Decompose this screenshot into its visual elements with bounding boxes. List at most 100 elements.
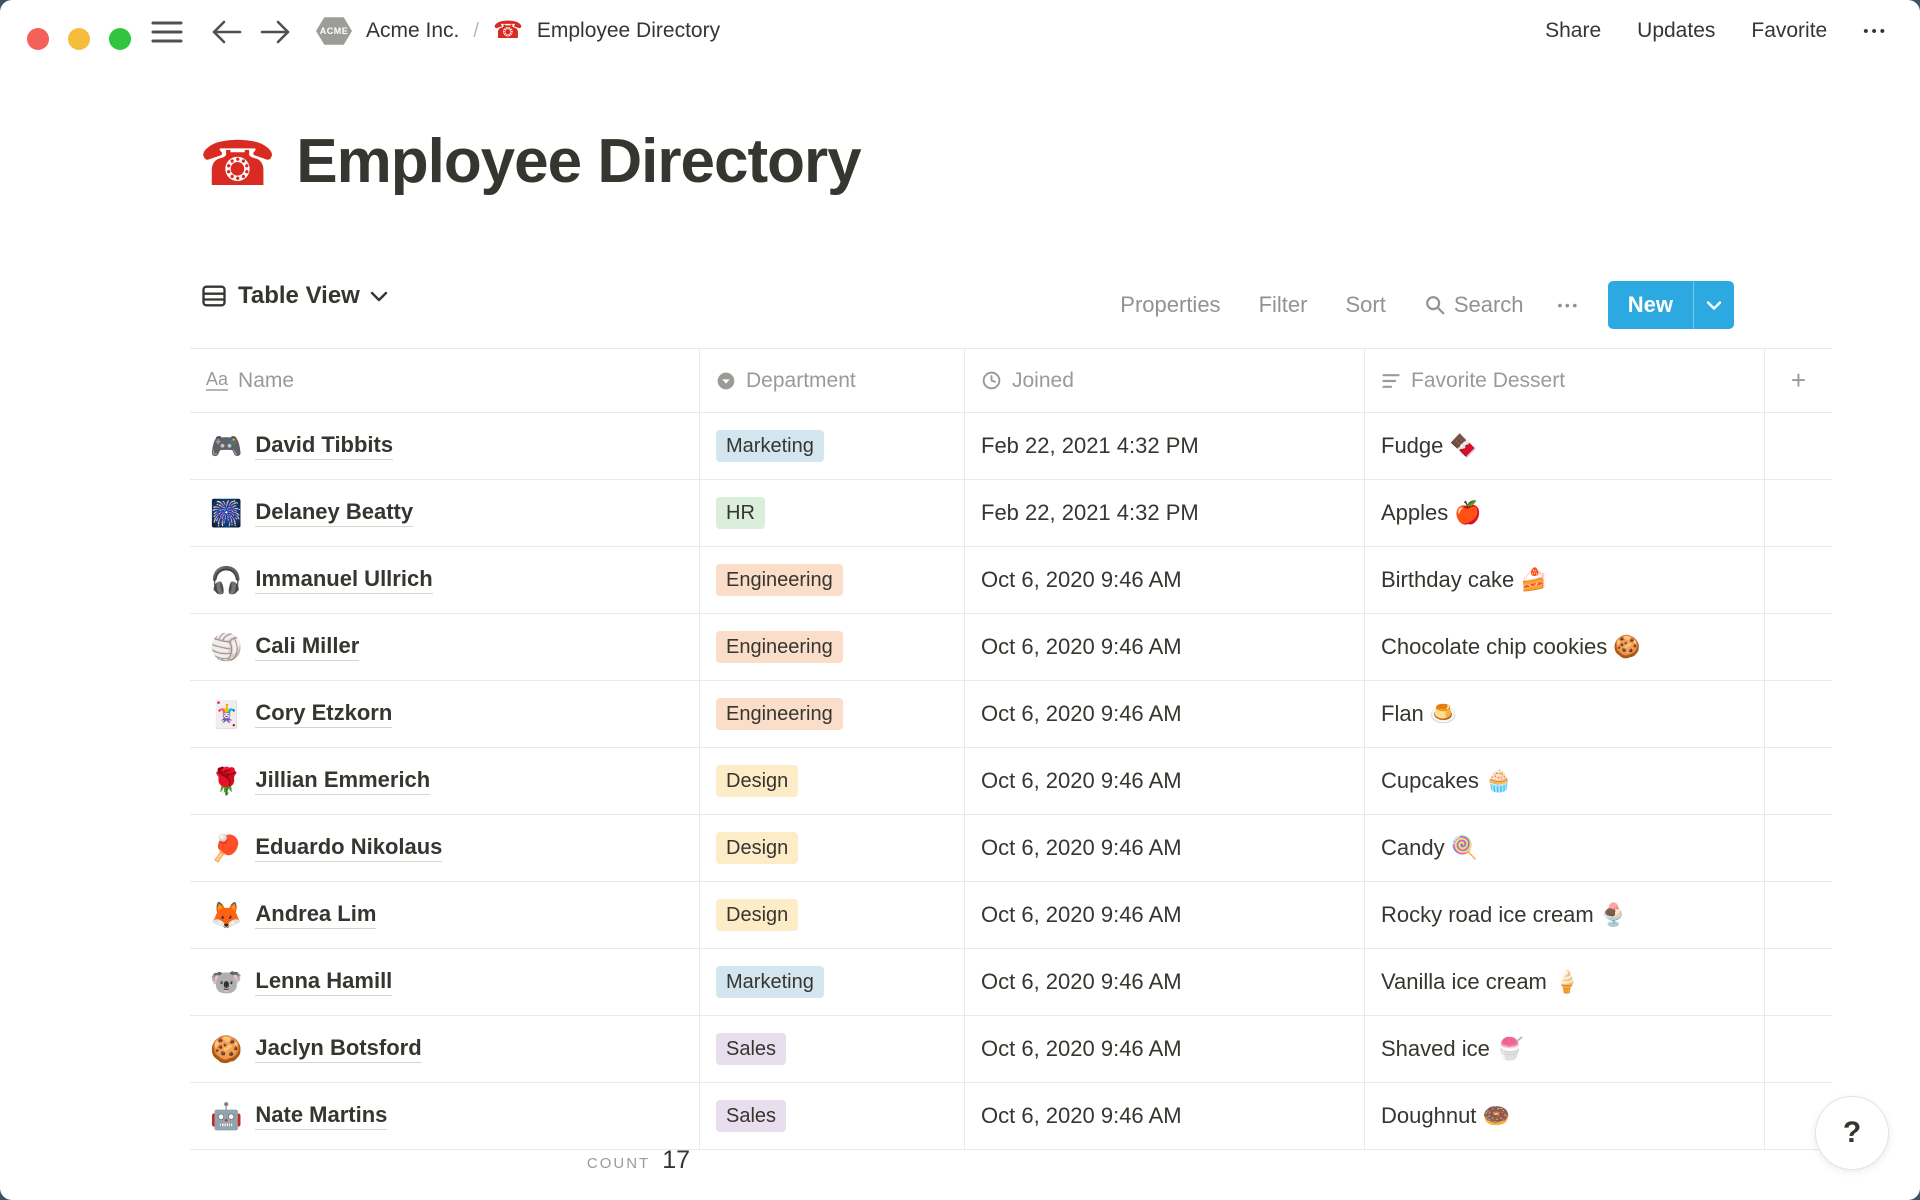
department-cell[interactable]: Marketing <box>700 413 965 479</box>
dessert-value: Chocolate chip cookies 🍪 <box>1381 634 1641 659</box>
row-name-link[interactable]: Eduardo Nikolaus <box>255 834 443 862</box>
new-button[interactable]: New <box>1627 292 1673 317</box>
department-cell[interactable]: Design <box>700 882 965 948</box>
joined-value: Oct 6, 2020 9:46 AM <box>981 567 1182 592</box>
row-name-link[interactable]: Jillian Emmerich <box>255 767 431 795</box>
row-spacer-cell <box>1765 413 1832 479</box>
filter-button[interactable]: Filter <box>1258 292 1308 317</box>
back-arrow-icon[interactable] <box>210 17 244 47</box>
topbar-actions: Share Updates Favorite ••• <box>1545 0 1888 62</box>
name-cell[interactable]: 🐨 Lenna Hamill <box>190 949 700 1015</box>
help-button[interactable]: ? <box>1815 1096 1889 1170</box>
dessert-cell[interactable]: Shaved ice 🍧 <box>1365 1016 1765 1082</box>
close-window-button[interactable] <box>27 28 49 50</box>
new-dropdown-chevron-icon[interactable] <box>1693 281 1734 329</box>
department-cell[interactable]: Engineering <box>700 681 965 747</box>
department-cell[interactable]: Sales <box>700 1016 965 1082</box>
column-header-department[interactable]: Department <box>700 349 965 412</box>
department-tag: Marketing <box>716 430 824 462</box>
department-cell[interactable]: HR <box>700 480 965 546</box>
department-cell[interactable]: Engineering <box>700 614 965 680</box>
page-title[interactable]: ☎ Employee Directory <box>199 127 862 196</box>
row-name-link[interactable]: Lenna Hamill <box>255 968 393 996</box>
properties-button[interactable]: Properties <box>1120 292 1221 317</box>
dessert-cell[interactable]: Birthday cake 🍰 <box>1365 547 1765 613</box>
joined-cell[interactable]: Oct 6, 2020 9:46 AM <box>965 1083 1365 1149</box>
name-cell[interactable]: 🎧 Immanuel Ullrich <box>190 547 700 613</box>
table-view-switcher[interactable]: Table View <box>200 282 388 310</box>
breadcrumb-page[interactable]: Employee Directory <box>536 19 721 42</box>
joined-cell[interactable]: Oct 6, 2020 9:46 AM <box>965 949 1365 1015</box>
toolbar-more-icon[interactable]: ••• <box>1557 297 1580 313</box>
search-button[interactable]: Search <box>1424 292 1524 318</box>
forward-arrow-icon[interactable] <box>258 17 292 47</box>
add-column-button[interactable]: + <box>1765 349 1832 412</box>
row-name-link[interactable]: Immanuel Ullrich <box>255 566 433 594</box>
column-label: Name <box>238 368 295 392</box>
share-button[interactable]: Share <box>1545 19 1602 42</box>
row-name-link[interactable]: Cali Miller <box>255 633 360 661</box>
minimize-window-button[interactable] <box>68 28 90 50</box>
dessert-cell[interactable]: Flan 🍮 <box>1365 681 1765 747</box>
name-cell[interactable]: 🎆 Delaney Beatty <box>190 480 700 546</box>
column-header-name[interactable]: Aa Name <box>190 349 700 412</box>
updates-button[interactable]: Updates <box>1637 19 1716 42</box>
table-row: 🌹 Jillian Emmerich Design Oct 6, 2020 9:… <box>190 748 1832 815</box>
name-cell[interactable]: 🍪 Jaclyn Botsford <box>190 1016 700 1082</box>
row-name-link[interactable]: David Tibbits <box>255 432 394 460</box>
joined-cell[interactable]: Oct 6, 2020 9:46 AM <box>965 748 1365 814</box>
text-property-icon: Aa <box>206 369 229 391</box>
name-cell[interactable]: 🎮 David Tibbits <box>190 413 700 479</box>
row-name-link[interactable]: Nate Martins <box>255 1102 388 1130</box>
dessert-cell[interactable]: Cupcakes 🧁 <box>1365 748 1765 814</box>
more-options-icon[interactable]: ••• <box>1863 22 1888 40</box>
dessert-cell[interactable]: Fudge 🍫 <box>1365 413 1765 479</box>
name-cell[interactable]: 🏓 Eduardo Nikolaus <box>190 815 700 881</box>
joined-cell[interactable]: Oct 6, 2020 9:46 AM <box>965 614 1365 680</box>
department-cell[interactable]: Design <box>700 748 965 814</box>
joined-value: Oct 6, 2020 9:46 AM <box>981 768 1182 793</box>
department-tag: Design <box>716 832 799 864</box>
dessert-cell[interactable]: Doughnut 🍩 <box>1365 1083 1765 1149</box>
sidebar-menu-icon[interactable] <box>150 17 184 47</box>
row-spacer-cell <box>1765 949 1832 1015</box>
sort-button[interactable]: Sort <box>1345 292 1386 317</box>
joined-cell[interactable]: Oct 6, 2020 9:46 AM <box>965 547 1365 613</box>
department-cell[interactable]: Engineering <box>700 547 965 613</box>
joined-cell[interactable]: Feb 22, 2021 4:32 PM <box>965 480 1365 546</box>
column-header-favorite-dessert[interactable]: Favorite Dessert <box>1365 349 1765 412</box>
page-emoji-icon: ☎ <box>492 17 523 44</box>
count-value[interactable]: 17 <box>662 1146 690 1174</box>
row-name-link[interactable]: Andrea Lim <box>255 901 377 929</box>
dessert-cell[interactable]: Vanilla ice cream 🍦 <box>1365 949 1765 1015</box>
row-name-link[interactable]: Jaclyn Botsford <box>255 1035 422 1063</box>
name-cell[interactable]: 🌹 Jillian Emmerich <box>190 748 700 814</box>
joined-cell[interactable]: Oct 6, 2020 9:46 AM <box>965 1016 1365 1082</box>
name-cell[interactable]: 🦊 Andrea Lim <box>190 882 700 948</box>
zoom-window-button[interactable] <box>109 28 131 50</box>
joined-cell[interactable]: Feb 22, 2021 4:32 PM <box>965 413 1365 479</box>
dessert-value: Shaved ice 🍧 <box>1381 1036 1524 1061</box>
joined-cell[interactable]: Oct 6, 2020 9:46 AM <box>965 882 1365 948</box>
favorite-button[interactable]: Favorite <box>1751 19 1828 42</box>
name-cell[interactable]: 🤖 Nate Martins <box>190 1083 700 1149</box>
workspace-logo[interactable]: ACME <box>316 17 352 45</box>
column-header-joined[interactable]: Joined <box>965 349 1365 412</box>
joined-cell[interactable]: Oct 6, 2020 9:46 AM <box>965 815 1365 881</box>
row-name-link[interactable]: Delaney Beatty <box>255 499 414 527</box>
dessert-cell[interactable]: Rocky road ice cream 🍨 <box>1365 882 1765 948</box>
name-cell[interactable]: 🃏 Cory Etzkorn <box>190 681 700 747</box>
row-name-link[interactable]: Cory Etzkorn <box>255 700 393 728</box>
joined-cell[interactable]: Oct 6, 2020 9:46 AM <box>965 681 1365 747</box>
department-cell[interactable]: Marketing <box>700 949 965 1015</box>
dessert-value: Rocky road ice cream 🍨 <box>1381 902 1628 927</box>
dessert-cell[interactable]: Chocolate chip cookies 🍪 <box>1365 614 1765 680</box>
row-spacer-cell <box>1765 882 1832 948</box>
department-cell[interactable]: Sales <box>700 1083 965 1149</box>
breadcrumb-workspace[interactable]: Acme Inc. <box>366 19 460 42</box>
dessert-cell[interactable]: Apples 🍎 <box>1365 480 1765 546</box>
dessert-cell[interactable]: Candy 🍭 <box>1365 815 1765 881</box>
row-spacer-cell <box>1765 480 1832 546</box>
name-cell[interactable]: 🏐 Cali Miller <box>190 614 700 680</box>
department-cell[interactable]: Design <box>700 815 965 881</box>
